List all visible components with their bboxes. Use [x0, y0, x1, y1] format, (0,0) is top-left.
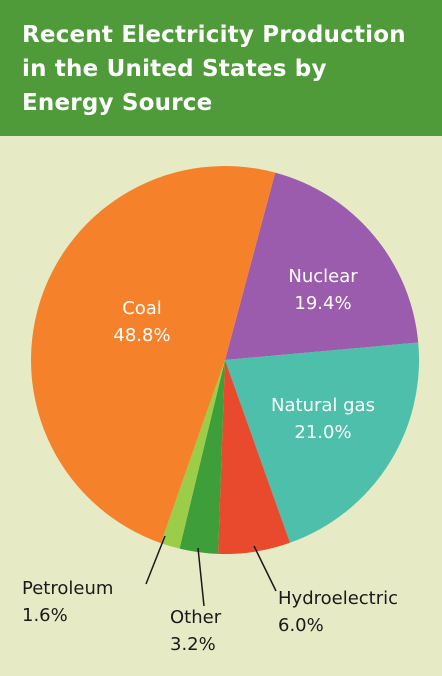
slice-label-name: Natural gas [271, 395, 375, 416]
slice-label-value: 48.8% [113, 325, 170, 346]
slice-natural-gas [225, 342, 420, 543]
pie-slices [31, 166, 420, 554]
title-banner: Recent Electricity Production in the Uni… [0, 0, 442, 136]
slice-hydroelectric [218, 360, 290, 554]
external-label-value: 6.0% [278, 615, 324, 636]
slice-nuclear [225, 172, 419, 360]
external-label-name: Petroleum [22, 578, 113, 599]
leader-line [253, 545, 277, 592]
slice-petroleum [160, 360, 225, 549]
chart-title: Recent Electricity Production in the Uni… [22, 22, 406, 116]
slice-labels: Nuclear 19.4% Natural gas 21.0% Hydroelectri… [22, 266, 398, 655]
slice-label-name: Nuclear [288, 266, 358, 287]
external-label-value: 3.2% [170, 634, 216, 655]
slice-label-name: Coal [122, 298, 162, 319]
leader-lines [145, 535, 277, 607]
slice-other [179, 360, 225, 554]
external-label-name: Hydroelectric [278, 588, 398, 609]
leader-line [145, 535, 166, 585]
pie-chart: Nuclear 19.4% Natural gas 21.0% Hydroelectri… [22, 166, 420, 655]
slice-label-value: 19.4% [294, 293, 351, 314]
slice-label-value: 21.0% [294, 422, 351, 443]
external-label-name: Other [170, 607, 222, 628]
slice-coal [31, 166, 276, 544]
leader-line [197, 547, 205, 607]
external-label-value: 1.6% [22, 605, 68, 626]
